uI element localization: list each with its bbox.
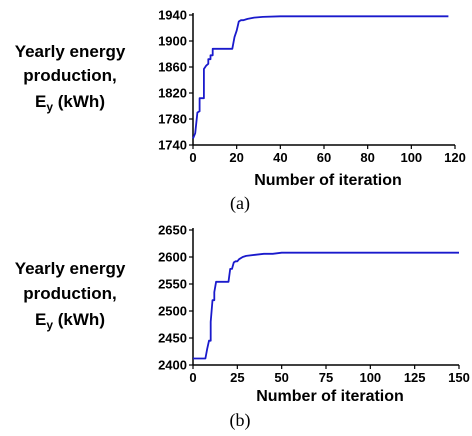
y-tick-label: 1900 (158, 34, 187, 49)
x-tick-label: 125 (404, 370, 426, 385)
y-axis-label-line: production, (23, 284, 116, 303)
y-tick-label: 1940 (158, 8, 187, 23)
y-tick-label: 1740 (158, 138, 187, 153)
x-tick-label: 0 (189, 370, 196, 385)
x-tick-label: 150 (448, 370, 470, 385)
y-tick-label: 2450 (158, 331, 187, 346)
y-axis-label-symbol: Ey (kWh) (35, 92, 105, 114)
y-tick-label: 2550 (158, 277, 187, 292)
y-tick-label: 1780 (158, 112, 187, 127)
series-line (192, 15, 449, 139)
y-axis-label-line: production, (23, 66, 116, 85)
y-axis-label-symbol: Ey (kWh) (35, 310, 105, 332)
panel-caption: (b) (230, 410, 251, 431)
y-tick-label: 2500 (158, 304, 187, 319)
x-tick-label: 40 (273, 150, 287, 165)
series-line (193, 251, 459, 360)
y-tick-label: 2600 (158, 250, 187, 265)
x-tick-label: 20 (229, 150, 243, 165)
y-tick-label: 2650 (158, 223, 187, 238)
x-axis-label: Number of iteration (254, 172, 402, 189)
x-tick-label: 0 (189, 150, 196, 165)
x-tick-label: 50 (274, 370, 288, 385)
y-tick-label: 2400 (158, 358, 187, 373)
x-axis-label: Number of iteration (256, 388, 404, 405)
chart-panel-a: 1740 1780 1820 1860 1900 1940 0 20 40 60 80 100 120 N… (15, 8, 466, 215)
y-axis-label-line: Yearly energy (15, 259, 126, 278)
x-tick-label: 75 (319, 370, 333, 385)
x-tick-label: 60 (317, 150, 331, 165)
x-tick-label: 100 (400, 150, 422, 165)
y-tick-label: 1820 (158, 86, 187, 101)
y-axis-label-line: Yearly energy (15, 42, 126, 61)
x-tick-label: 25 (230, 370, 244, 385)
x-tick-label: 100 (359, 370, 381, 385)
y-tick-label: 1860 (158, 60, 187, 75)
x-tick-label: 80 (360, 150, 374, 165)
x-tick-label: 120 (444, 150, 466, 165)
panel-caption: (a) (230, 193, 250, 214)
